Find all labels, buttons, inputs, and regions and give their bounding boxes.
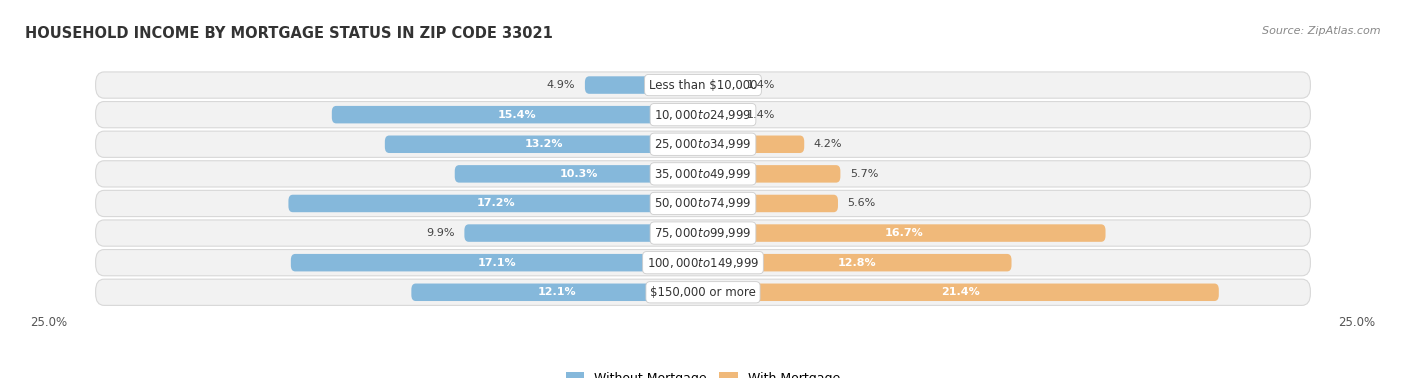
FancyBboxPatch shape (585, 76, 703, 94)
FancyBboxPatch shape (96, 131, 1310, 157)
FancyBboxPatch shape (96, 72, 1310, 98)
FancyBboxPatch shape (96, 191, 1310, 217)
FancyBboxPatch shape (703, 136, 804, 153)
FancyBboxPatch shape (288, 195, 703, 212)
Text: 4.2%: 4.2% (814, 139, 842, 149)
Text: $50,000 to $74,999: $50,000 to $74,999 (654, 197, 752, 211)
Text: $10,000 to $24,999: $10,000 to $24,999 (654, 108, 752, 122)
FancyBboxPatch shape (96, 279, 1310, 305)
FancyBboxPatch shape (703, 254, 1011, 271)
Text: 5.7%: 5.7% (851, 169, 879, 179)
FancyBboxPatch shape (703, 165, 841, 183)
Text: Source: ZipAtlas.com: Source: ZipAtlas.com (1263, 26, 1381, 36)
FancyBboxPatch shape (703, 76, 737, 94)
Text: 10.3%: 10.3% (560, 169, 598, 179)
Text: $25,000 to $34,999: $25,000 to $34,999 (654, 137, 752, 151)
Text: 17.1%: 17.1% (478, 258, 516, 268)
Text: 25.0%: 25.0% (1339, 316, 1375, 329)
Text: $150,000 or more: $150,000 or more (650, 286, 756, 299)
Text: 12.8%: 12.8% (838, 258, 876, 268)
FancyBboxPatch shape (96, 249, 1310, 276)
Text: $100,000 to $149,999: $100,000 to $149,999 (647, 256, 759, 270)
Text: 1.4%: 1.4% (747, 110, 775, 120)
FancyBboxPatch shape (332, 106, 703, 123)
FancyBboxPatch shape (464, 224, 703, 242)
Text: 13.2%: 13.2% (524, 139, 564, 149)
FancyBboxPatch shape (291, 254, 703, 271)
FancyBboxPatch shape (703, 195, 838, 212)
FancyBboxPatch shape (385, 136, 703, 153)
Text: 16.7%: 16.7% (884, 228, 924, 238)
Text: 15.4%: 15.4% (498, 110, 537, 120)
FancyBboxPatch shape (454, 165, 703, 183)
Text: Less than $10,000: Less than $10,000 (648, 79, 758, 91)
Text: 17.2%: 17.2% (477, 198, 515, 208)
Text: $35,000 to $49,999: $35,000 to $49,999 (654, 167, 752, 181)
Text: $75,000 to $99,999: $75,000 to $99,999 (654, 226, 752, 240)
FancyBboxPatch shape (412, 284, 703, 301)
Text: 9.9%: 9.9% (426, 228, 454, 238)
FancyBboxPatch shape (703, 106, 737, 123)
Text: 12.1%: 12.1% (538, 287, 576, 297)
Text: 1.4%: 1.4% (747, 80, 775, 90)
FancyBboxPatch shape (96, 220, 1310, 246)
Text: 21.4%: 21.4% (942, 287, 980, 297)
FancyBboxPatch shape (96, 161, 1310, 187)
Text: 5.6%: 5.6% (848, 198, 876, 208)
FancyBboxPatch shape (96, 102, 1310, 128)
FancyBboxPatch shape (703, 224, 1105, 242)
Text: HOUSEHOLD INCOME BY MORTGAGE STATUS IN ZIP CODE 33021: HOUSEHOLD INCOME BY MORTGAGE STATUS IN Z… (25, 26, 553, 42)
Text: 4.9%: 4.9% (547, 80, 575, 90)
Legend: Without Mortgage, With Mortgage: Without Mortgage, With Mortgage (561, 367, 845, 378)
Text: 25.0%: 25.0% (31, 316, 67, 329)
FancyBboxPatch shape (703, 284, 1219, 301)
